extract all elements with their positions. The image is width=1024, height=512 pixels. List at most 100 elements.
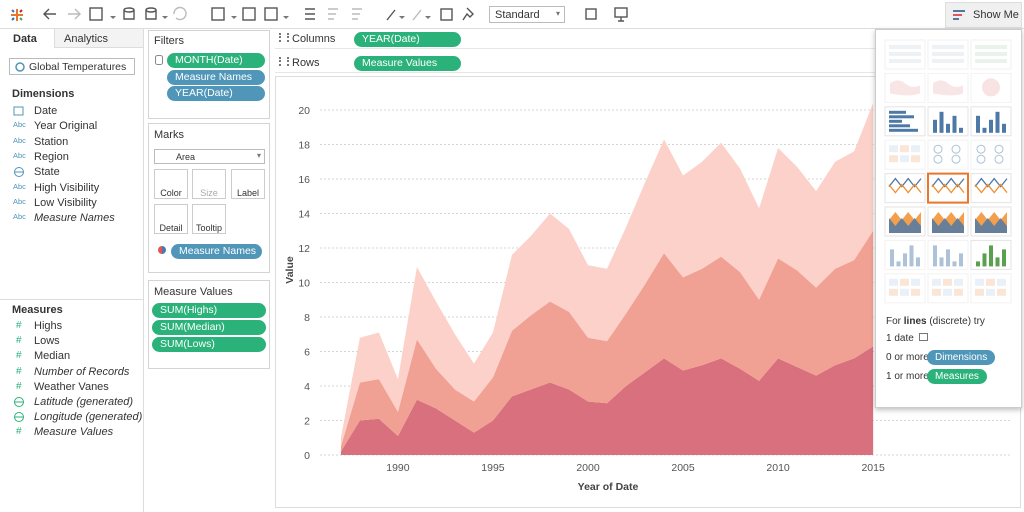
chart-type-thumbnail[interactable] xyxy=(884,173,926,204)
mark-property-button[interactable]: Size xyxy=(192,169,226,199)
thumb-shape xyxy=(889,288,898,296)
data-source-dropdown[interactable]: Global Temperatures xyxy=(9,58,135,75)
chart-type-thumbnail[interactable] xyxy=(927,72,969,103)
thumb-shape xyxy=(889,115,914,119)
field-item[interactable]: # Lows xyxy=(0,334,143,349)
field-item[interactable]: Abc Year Original xyxy=(0,119,143,134)
columns-shelf: Columns YEAR(Date) xyxy=(275,30,875,49)
toolbar: Standard ▾ Show Me xyxy=(0,0,1024,29)
show-me-panel: For lines (discrete) try 1 date 0 or more… xyxy=(875,29,1022,408)
show-me-label: Show Me xyxy=(973,9,1019,21)
filter-pill[interactable]: Measure Names xyxy=(167,69,265,85)
chart-type-thumbnail[interactable] xyxy=(927,206,969,237)
calendar-icon xyxy=(918,333,928,341)
field-item[interactable]: Abc Region xyxy=(0,150,143,165)
field-item[interactable]: Abc Measure Names xyxy=(0,211,143,226)
marks-pill[interactable]: Measure Names xyxy=(171,244,262,259)
toolbar-icons-right xyxy=(585,7,628,22)
requirement-text: 1 or more xyxy=(886,371,929,382)
area-series xyxy=(340,103,874,447)
x-tick-label: 2000 xyxy=(576,462,600,474)
mark-type-dropdown[interactable]: Area ▾ xyxy=(154,149,265,164)
field-item[interactable]: # Highs xyxy=(0,319,143,334)
field-item[interactable]: Date xyxy=(0,104,143,119)
thumb-shape xyxy=(976,154,986,164)
shelf-label: Rows xyxy=(292,57,320,69)
field-type-icon: # xyxy=(16,335,22,347)
mark-property-button[interactable]: Label xyxy=(231,169,265,199)
thumb-shape xyxy=(911,145,920,153)
thumb-shape xyxy=(889,52,921,56)
filter-pill[interactable]: MONTH(Date) xyxy=(167,53,265,68)
shelf-pill[interactable]: YEAR(Date) xyxy=(354,32,461,47)
chart-type-thumbnail[interactable] xyxy=(970,39,1012,70)
y-tick-label: 2 xyxy=(304,416,310,428)
thumb-shape xyxy=(939,111,944,133)
measure-value-pill[interactable]: SUM(Lows) xyxy=(152,337,266,352)
chart-type-thumbnail[interactable] xyxy=(927,106,969,137)
field-item[interactable]: Abc Low Visibility xyxy=(0,196,143,211)
field-item[interactable]: State xyxy=(0,165,143,180)
field-item[interactable]: # Number of Records xyxy=(0,365,143,380)
data-pane: Data Analytics Global Temperatures Dimen… xyxy=(0,29,144,512)
chart-type-thumbnail[interactable] xyxy=(884,72,926,103)
x-tick-label: 2015 xyxy=(861,462,885,474)
filter-pill[interactable]: YEAR(Date) xyxy=(167,86,265,101)
analytics-tab[interactable]: Analytics xyxy=(54,29,143,48)
field-label: Lows xyxy=(34,335,60,348)
field-type-icon: Abc xyxy=(13,135,26,145)
field-type-icon: # xyxy=(16,320,22,331)
field-item[interactable]: # Weather Vanes xyxy=(0,380,143,395)
thumb-shape xyxy=(933,80,963,96)
view-size-dropdown[interactable]: Standard ▾ xyxy=(489,6,565,23)
mark-property-button[interactable]: Color xyxy=(154,169,188,199)
field-label: Year Original xyxy=(34,120,98,133)
chart-type-thumbnail[interactable] xyxy=(970,273,1012,304)
field-item[interactable]: # Measure Values xyxy=(0,425,143,440)
field-type-icon: # xyxy=(16,350,22,362)
chart-type-thumbnail[interactable] xyxy=(970,106,1012,137)
thumb-shape xyxy=(994,144,1004,154)
thumbnail-frame xyxy=(884,72,926,103)
y-tick-label: 4 xyxy=(304,381,310,393)
pill-label: SUM(Highs) xyxy=(160,304,218,316)
pill-label: YEAR(Date) xyxy=(175,87,233,99)
field-item[interactable]: Latitude (generated) xyxy=(0,395,143,410)
chart-type-thumbnail[interactable] xyxy=(970,173,1012,204)
measure-value-pill[interactable]: SUM(Highs) xyxy=(152,303,266,318)
chart-type-thumbnail[interactable] xyxy=(884,39,926,70)
field-label: Weather Vanes xyxy=(34,380,109,393)
chart-type-thumbnail[interactable] xyxy=(884,139,926,170)
field-label: Station xyxy=(34,135,69,148)
mark-property-button[interactable]: Tooltip xyxy=(192,204,226,234)
chart-type-thumbnail[interactable] xyxy=(970,239,1012,270)
chart-type-thumbnail[interactable] xyxy=(927,139,969,170)
chart-type-thumbnail[interactable] xyxy=(927,172,969,204)
show-me-button[interactable]: Show Me xyxy=(945,2,1022,28)
chart-type-thumbnail[interactable] xyxy=(884,239,926,270)
field-item[interactable]: Abc Station xyxy=(0,135,143,150)
thumb-shape xyxy=(1002,123,1006,133)
chart-type-thumbnail[interactable] xyxy=(927,273,969,304)
field-item[interactable]: Longitude (generated) xyxy=(0,410,143,425)
field-item[interactable]: Abc High Visibility xyxy=(0,181,143,196)
thumb-shape xyxy=(890,249,894,267)
thumbnail-frame xyxy=(884,273,926,304)
requirement-pill: Dimensions xyxy=(927,350,996,365)
chart-type-thumbnail[interactable] xyxy=(970,139,1012,170)
chart-type-thumbnail[interactable] xyxy=(927,239,969,270)
mark-property-button[interactable]: Detail xyxy=(154,204,188,234)
field-item[interactable]: # Median xyxy=(0,349,143,364)
thumb-shape xyxy=(975,59,1007,63)
chart-type-thumbnail[interactable] xyxy=(884,106,926,137)
thumbnail-frame xyxy=(970,39,1012,70)
chart-type-thumbnail[interactable] xyxy=(970,72,1012,103)
chart-type-thumbnail[interactable] xyxy=(884,206,926,237)
shelf-pill[interactable]: Measure Values xyxy=(354,56,461,71)
chart-type-thumbnail[interactable] xyxy=(927,39,969,70)
chart-type-thumbnail[interactable] xyxy=(970,206,1012,237)
data-tab[interactable]: Data xyxy=(13,33,37,45)
mark-property-label: Tooltip xyxy=(195,223,222,233)
chart-type-thumbnail[interactable] xyxy=(884,273,926,304)
measure-value-pill[interactable]: SUM(Median) xyxy=(152,320,266,335)
